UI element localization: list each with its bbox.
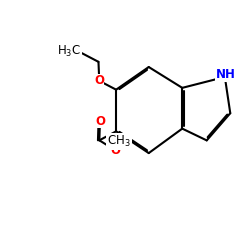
Text: H$_3$C: H$_3$C (57, 44, 81, 59)
Text: O: O (94, 74, 104, 87)
Text: CH$_3$: CH$_3$ (107, 134, 131, 149)
Text: NH: NH (216, 68, 235, 82)
Text: O: O (110, 144, 120, 157)
Text: O: O (95, 115, 105, 128)
